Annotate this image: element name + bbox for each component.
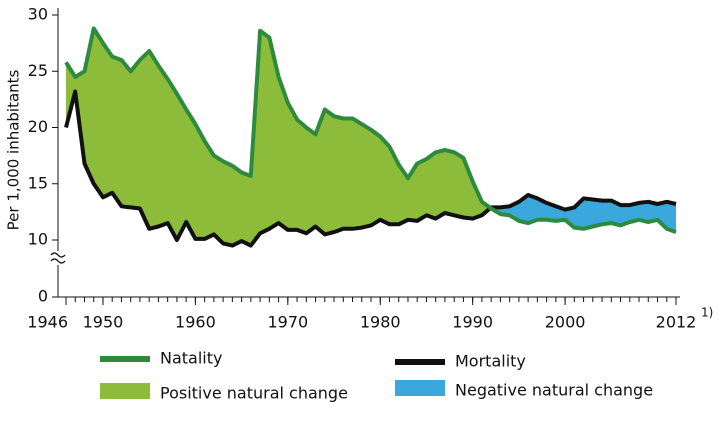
lines <box>64 26 677 248</box>
legend-swatch <box>395 380 445 396</box>
positive-area <box>66 28 676 246</box>
x-footnote: 1) <box>701 306 713 320</box>
x-tick-label: 1960 <box>175 313 216 332</box>
x-tick-label: 1970 <box>267 313 308 332</box>
y-tick-label: 0 <box>38 287 48 306</box>
x-tick-label: 2012 <box>656 313 697 332</box>
axis-break <box>50 251 66 265</box>
y-tick-label: 20 <box>28 117 48 136</box>
legend-label: Mortality <box>455 352 526 371</box>
y-tick-label: 30 <box>28 5 48 24</box>
legend-label: Negative natural change <box>455 381 653 400</box>
x-tick-label: 1980 <box>360 313 401 332</box>
series-line <box>64 26 677 234</box>
legend-label: Positive natural change <box>160 384 348 403</box>
y-tick-label: 25 <box>28 61 48 80</box>
legend-label: Natality <box>160 349 222 368</box>
x-tick-label: 1946 <box>27 313 68 332</box>
x-tick-label: 1990 <box>452 313 493 332</box>
y-tick-label: 10 <box>28 230 48 249</box>
y-axis-label: Per 1,000 inhabitants <box>5 69 23 230</box>
x-tick-label: 2000 <box>545 313 586 332</box>
areas <box>66 28 676 246</box>
y-tick-label: 15 <box>28 173 48 192</box>
legend-swatch <box>100 383 150 399</box>
series-line <box>64 89 677 248</box>
x-tick-label: 1950 <box>83 313 124 332</box>
